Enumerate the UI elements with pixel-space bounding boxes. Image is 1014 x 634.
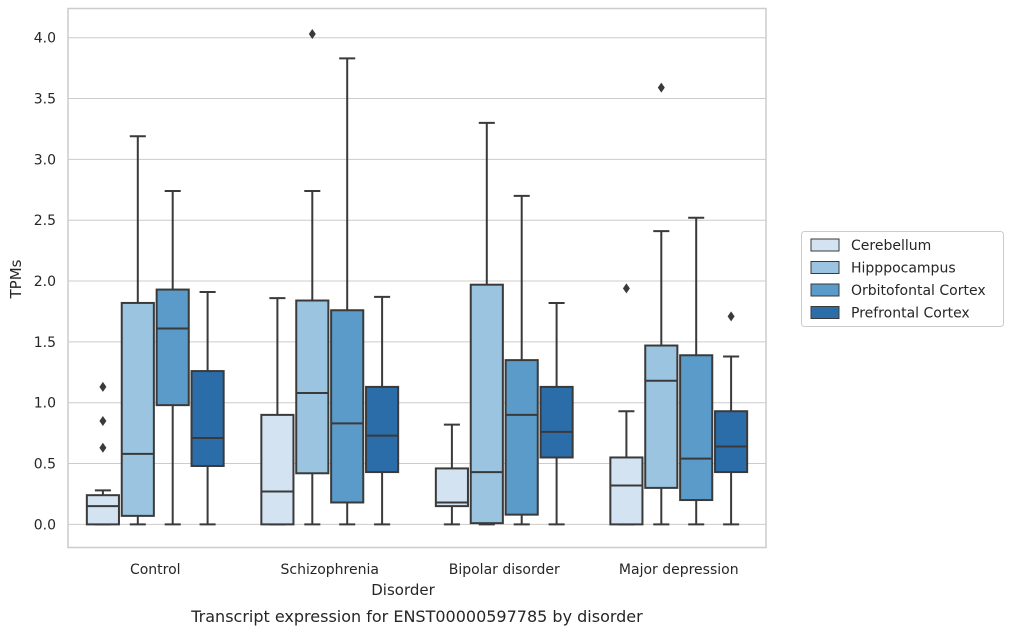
box-body	[295, 299, 330, 475]
y-axis-label: TPMs	[7, 259, 25, 299]
box-body	[644, 344, 679, 489]
outlier-point	[622, 283, 630, 294]
box-body	[714, 410, 749, 474]
legend-swatch	[810, 261, 840, 274]
x-axis-label: Disorder	[371, 581, 435, 599]
outlier-point	[99, 415, 107, 426]
legend-label: Orbitofontal Cortex	[851, 283, 986, 299]
box-body	[539, 385, 574, 459]
box-body	[679, 354, 714, 502]
x-tick-label: Bipolar disorder	[449, 562, 560, 578]
outlier-point	[308, 29, 316, 40]
box-orbitofontal-cortex	[155, 190, 190, 526]
y-tick-label: 4.0	[34, 31, 56, 47]
figure-caption: Transcript expression for ENST0000059778…	[190, 607, 643, 626]
box-prefrontal-cortex	[365, 295, 400, 526]
legend-swatch	[810, 283, 840, 297]
box-body	[155, 288, 190, 407]
legend-frame	[801, 231, 1004, 327]
x-tick-label: Control	[130, 562, 181, 578]
outlier-point	[657, 82, 665, 93]
box-cerebellum	[260, 297, 295, 526]
legend-label: Prefrontal Cortex	[851, 306, 970, 322]
y-tick-label: 3.0	[34, 152, 56, 168]
y-tick-label: 1.5	[34, 335, 56, 351]
legend-label: Hipppocampus	[851, 261, 956, 277]
box-orbitofontal-cortex	[504, 194, 539, 526]
outlier-point	[99, 442, 107, 453]
x-tick-label: Schizophrenia	[281, 562, 379, 578]
legend-items: Cerebellum Hipppocampus Orbitofontal Corte…	[810, 238, 986, 322]
x-tick-labels: Control Schizophrenia Bipolar disorder Majo…	[130, 562, 739, 578]
box-orbitofontal-cortex	[330, 57, 365, 526]
box-hipppocampus	[644, 82, 679, 526]
y-tick-labels: 0.0 0.5 1.0 1.5 2.0 2.5 3.0 3.5 4.0	[34, 31, 56, 534]
box-orbitofontal-cortex	[679, 216, 714, 526]
box-body	[85, 494, 120, 526]
box-body	[609, 456, 644, 526]
box-cerebellum	[609, 283, 644, 526]
box-body	[504, 359, 539, 516]
y-tick-label: 1.0	[34, 396, 56, 412]
box-groups	[85, 29, 749, 526]
box-prefrontal-cortex	[714, 311, 749, 526]
box-body	[469, 283, 504, 525]
box-body	[365, 385, 400, 474]
outlier-point	[99, 381, 107, 392]
box-hipppocampus	[295, 29, 330, 526]
box-body	[190, 370, 225, 467]
box-body	[260, 413, 295, 526]
outlier-point	[727, 311, 735, 322]
box-body	[330, 309, 365, 504]
box-hipppocampus	[120, 135, 155, 526]
box-prefrontal-cortex	[190, 290, 225, 526]
plot-frame	[67, 7, 767, 549]
box-body	[434, 467, 469, 508]
y-tick-label: 3.5	[34, 92, 56, 108]
legend-swatch	[810, 306, 840, 319]
box-body	[120, 301, 155, 517]
y-tick-label: 0.0	[34, 517, 56, 533]
box-hipppocampus	[469, 121, 504, 526]
y-tick-label: 2.0	[34, 274, 56, 290]
legend-swatch	[810, 238, 840, 252]
x-tick-label: Major depression	[619, 562, 739, 578]
box-prefrontal-cortex	[539, 301, 574, 526]
box-cerebellum	[85, 381, 120, 526]
legend: Cerebellum Hipppocampus Orbitofontal Corte…	[801, 231, 1004, 327]
box-cerebellum	[434, 423, 469, 526]
legend-label: Cerebellum	[851, 238, 931, 254]
y-tick-label: 0.5	[34, 457, 56, 473]
y-tick-label: 2.5	[34, 213, 56, 229]
